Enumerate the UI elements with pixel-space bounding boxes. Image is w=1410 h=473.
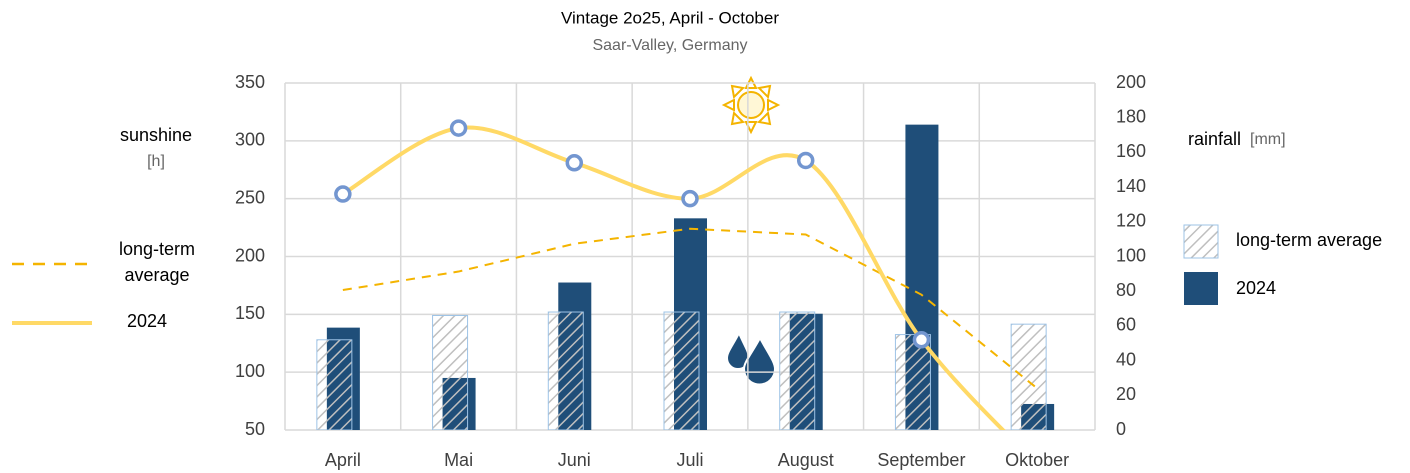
y-tick-label: 100 bbox=[235, 361, 265, 381]
chart-subtitle: Saar-Valley, Germany bbox=[592, 37, 747, 54]
y2-tick-label: 80 bbox=[1116, 280, 1136, 300]
line bbox=[342, 227, 1038, 390]
y-axis-unit: [h] bbox=[147, 153, 165, 170]
y2-tick-label: 180 bbox=[1116, 106, 1146, 126]
x-tick-label: September bbox=[877, 450, 965, 470]
y2-tick-label: 120 bbox=[1116, 211, 1146, 231]
bar bbox=[547, 311, 584, 430]
y-tick-label: 350 bbox=[235, 72, 265, 92]
bar bbox=[894, 334, 931, 430]
y2-tick-label: 40 bbox=[1116, 349, 1136, 369]
y-tick-label: 50 bbox=[245, 419, 265, 439]
sun-icon bbox=[721, 75, 781, 135]
legend-label: 2024 bbox=[1236, 278, 1277, 298]
bar bbox=[316, 339, 353, 430]
y-tick-label: 200 bbox=[235, 245, 265, 265]
marker bbox=[449, 119, 468, 137]
y-axis-label: sunshine bbox=[120, 125, 192, 145]
y2-axis-label: rainfall bbox=[1188, 129, 1241, 149]
marker bbox=[912, 331, 931, 349]
x-tick-label: Oktober bbox=[1005, 450, 1069, 470]
x-tick-label: April bbox=[325, 450, 361, 470]
marker bbox=[565, 154, 584, 172]
x-tick-label: Mai bbox=[444, 450, 473, 470]
x-tick-label: Juli bbox=[676, 450, 703, 470]
y-tick-label: 300 bbox=[235, 130, 265, 150]
x-tick-label: Juni bbox=[558, 450, 591, 470]
y2-tick-label: 60 bbox=[1116, 315, 1136, 335]
y2-tick-label: 20 bbox=[1116, 384, 1136, 404]
y2-tick-label: 160 bbox=[1116, 141, 1146, 161]
marker bbox=[334, 185, 352, 203]
chart-title: Vintage 2o25, April - October bbox=[561, 8, 779, 27]
bar bbox=[1010, 323, 1047, 430]
bar bbox=[779, 311, 816, 430]
legend-label: 2024 bbox=[126, 311, 168, 331]
legend-swatch-solid bbox=[1184, 272, 1218, 305]
y2-tick-label: 100 bbox=[1116, 245, 1146, 265]
bar bbox=[663, 311, 700, 430]
marker bbox=[681, 189, 699, 208]
y-tick-label: 150 bbox=[235, 303, 265, 323]
x-tick-label: August bbox=[778, 450, 834, 470]
y2-tick-label: 200 bbox=[1116, 72, 1146, 92]
legend-swatch-hatched bbox=[1183, 224, 1219, 259]
y2-tick-label: 140 bbox=[1116, 176, 1146, 196]
legend-label: long-term average bbox=[1236, 230, 1383, 250]
legend-label: long-term average bbox=[118, 239, 196, 285]
marker bbox=[796, 151, 815, 170]
plot-area bbox=[316, 124, 1055, 430]
y2-axis-unit: [mm] bbox=[1250, 131, 1286, 148]
y2-tick-label: 0 bbox=[1116, 419, 1126, 439]
rain-icon bbox=[725, 330, 777, 386]
y-tick-label: 250 bbox=[235, 187, 265, 207]
bar bbox=[432, 314, 469, 430]
